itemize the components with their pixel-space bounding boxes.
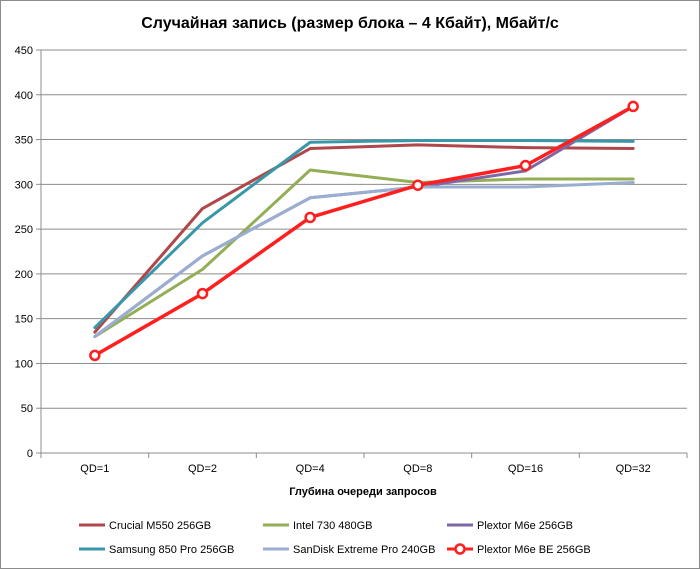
y-tick-label: 400 [15, 90, 33, 102]
axes [40, 50, 687, 454]
y-tick-label: 50 [21, 403, 33, 415]
legend-item: SanDisk Extreme Pro 240GB [263, 544, 435, 556]
x-tick-label: QD=16 [508, 463, 543, 475]
series-layer [89, 100, 639, 362]
y-tick-label: 450 [15, 45, 33, 57]
x-axis-title: Глубина очереди запросов [289, 486, 437, 498]
x-tick-label: QD=2 [188, 463, 217, 475]
y-tick-label: 150 [15, 314, 33, 326]
legend-item: Samsung 850 Pro 256GB [79, 544, 234, 556]
x-tick-label: QD=1 [80, 463, 109, 475]
x-axis-ticks: QD=1 QD=2 QD=4 QD=8 QD=16 QD=32 [40, 453, 688, 475]
series-line [93, 168, 635, 339]
legend-label: Samsung 850 Pro 256GB [109, 544, 234, 556]
series-5 [93, 181, 635, 339]
x-tick-label: QD=4 [296, 463, 325, 475]
x-tick-label: QD=8 [403, 463, 432, 475]
legend-label: Plextor M6e 256GB [477, 520, 573, 532]
y-tick-label: 300 [15, 179, 33, 191]
legend-item: Plextor M6e 256GB [447, 520, 573, 532]
chart-title: Случайная запись (размер блока – 4 Кбайт… [141, 15, 559, 32]
legend-label: Crucial M550 256GB [109, 520, 211, 532]
legend-label: Intel 730 480GB [293, 520, 373, 532]
series-1 [93, 143, 635, 334]
series-line [93, 143, 635, 334]
series-6 [89, 100, 639, 362]
legend: Crucial M550 256GB Intel 730 480GB Plextor… [79, 520, 591, 556]
data-point [412, 179, 424, 191]
y-axis-ticks: 0 50 100 150 200 250 300 350 400 450 [15, 45, 41, 460]
y-tick-label: 0 [27, 448, 33, 460]
x-tick-label: QD=32 [616, 463, 651, 475]
series-line [93, 138, 635, 330]
series-line [93, 181, 635, 339]
data-point [89, 349, 101, 362]
legend-item: Intel 730 480GB [263, 520, 373, 532]
series-4 [93, 138, 635, 330]
y-tick-label: 100 [15, 358, 33, 370]
data-point [304, 211, 316, 224]
legend-label: SanDisk Extreme Pro 240GB [293, 544, 435, 556]
y-tick-label: 250 [15, 224, 33, 236]
series-2 [93, 168, 635, 339]
legend-item: Plextor M6e BE 256GB [447, 543, 591, 556]
series-line [93, 104, 635, 358]
gridlines [41, 49, 687, 409]
legend-item: Crucial M550 256GB [79, 520, 211, 532]
legend-marker [454, 543, 466, 555]
y-tick-label: 200 [15, 269, 33, 281]
data-point [519, 159, 532, 172]
data-point [196, 287, 209, 300]
legend-label: Plextor M6e BE 256GB [477, 544, 591, 556]
y-tick-label: 350 [15, 135, 33, 147]
data-point [627, 100, 639, 113]
